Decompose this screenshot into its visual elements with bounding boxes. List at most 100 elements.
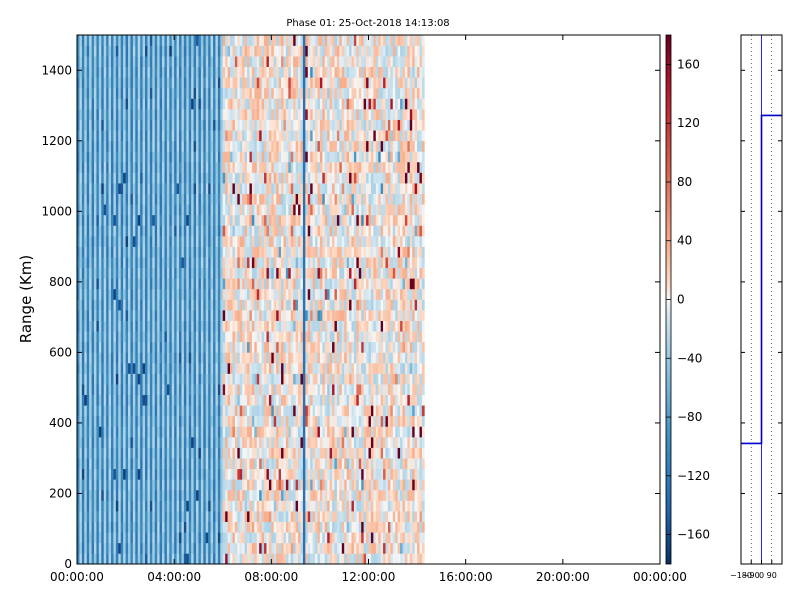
heatmap-cell [271,394,275,406]
heatmap-cell [315,98,318,110]
heatmap-cell [266,98,270,110]
heatmap-cell [140,56,143,68]
heatmap-cell [293,341,296,353]
heatmap-cell [106,320,109,332]
heatmap-cell [281,151,284,163]
heatmap-cell [315,183,318,194]
heatmap-cell [283,373,287,385]
heatmap-cell [220,310,224,321]
heatmap-cell [196,373,199,385]
heatmap-cell [84,553,88,564]
heatmap-cell [232,352,236,364]
heatmap-cell [96,542,100,554]
heatmap-cell [310,447,313,459]
heatmap-cell [101,140,105,152]
heatmap-cell [171,56,175,68]
heatmap-cell [244,183,248,194]
heatmap-cell [176,458,180,470]
heatmap-cell [164,521,168,533]
heatmap-cell [152,56,156,68]
heatmap-cell [261,299,265,311]
heatmap-cell [111,553,114,564]
heatmap-cell [283,56,287,68]
heatmap-cell [176,278,180,290]
heatmap-cell [276,532,279,544]
heatmap-cell [254,532,258,544]
heatmap-cell [120,225,124,237]
heatmap-cell [149,341,153,353]
heatmap-cell [237,479,241,491]
heatmap-cell [271,437,275,448]
heatmap-cell [135,532,139,544]
heatmap-cell [111,109,114,120]
heatmap-cell [278,500,282,512]
heatmap-cell [162,193,165,205]
heatmap-cell [222,172,226,184]
heatmap-cell [179,56,182,68]
heatmap-cell [298,341,301,353]
heatmap-cell [208,109,211,120]
heatmap-cell [77,447,80,459]
heatmap-cell [164,257,168,269]
heatmap-cell [125,542,129,554]
heatmap-cell [213,426,216,438]
heatmap-cell [196,246,199,258]
heatmap-cell [81,151,85,163]
heatmap-cell [237,35,241,46]
heatmap-cell [154,489,158,501]
heatmap-cell [152,405,156,417]
heatmap-cell [106,373,109,385]
heatmap-cell [213,130,216,142]
heatmap-cell [213,77,216,89]
heatmap-cell [271,151,275,163]
heatmap-cell [268,362,272,374]
heatmap-cell [103,214,107,226]
heatmap-cell [157,521,160,533]
heatmap-cell [256,119,260,131]
heatmap-cell [285,415,289,427]
heatmap-cell [174,299,177,311]
heatmap-cell [98,214,102,226]
heatmap-cell [123,130,126,142]
heatmap-cell [137,542,141,554]
heatmap-cell [174,352,177,364]
heatmap-cell [77,288,80,300]
heatmap-cell [106,45,109,57]
heatmap-cell [149,66,153,78]
heatmap-cell [181,267,185,279]
heatmap-cell [196,447,199,459]
heatmap-cell [101,288,105,300]
heatmap-cell [237,257,241,269]
heatmap-cell [91,267,95,279]
heatmap-cell [210,130,214,142]
heatmap-cell [285,130,289,142]
heatmap-cell [215,352,219,364]
heatmap-cell [183,532,187,544]
heatmap-cell [251,320,255,332]
heatmap-cell [108,214,112,226]
heatmap-cell [103,331,107,343]
heatmap-cell [174,288,177,300]
heatmap-cell [244,140,248,152]
heatmap-cell [137,299,141,311]
heatmap-cell [266,140,270,152]
heatmap-cell [125,236,129,247]
heatmap-cell [293,352,296,364]
heatmap-cell [91,511,95,522]
heatmap-cell [307,479,311,491]
heatmap-cell [281,183,284,194]
heatmap-cell [264,172,267,184]
heatmap-cell [174,66,177,78]
heatmap-cell [305,109,309,120]
heatmap-cell [145,331,148,343]
heatmap-cell [149,299,153,311]
heatmap-cell [130,542,134,554]
heatmap-cell [271,511,275,522]
heatmap-cell [208,204,211,216]
heatmap-cell [96,341,100,353]
heatmap-cell [135,405,139,417]
heatmap-cell [315,109,318,120]
heatmap-cell [283,66,287,78]
heatmap-cell [244,35,248,46]
heatmap-cell [81,45,85,57]
